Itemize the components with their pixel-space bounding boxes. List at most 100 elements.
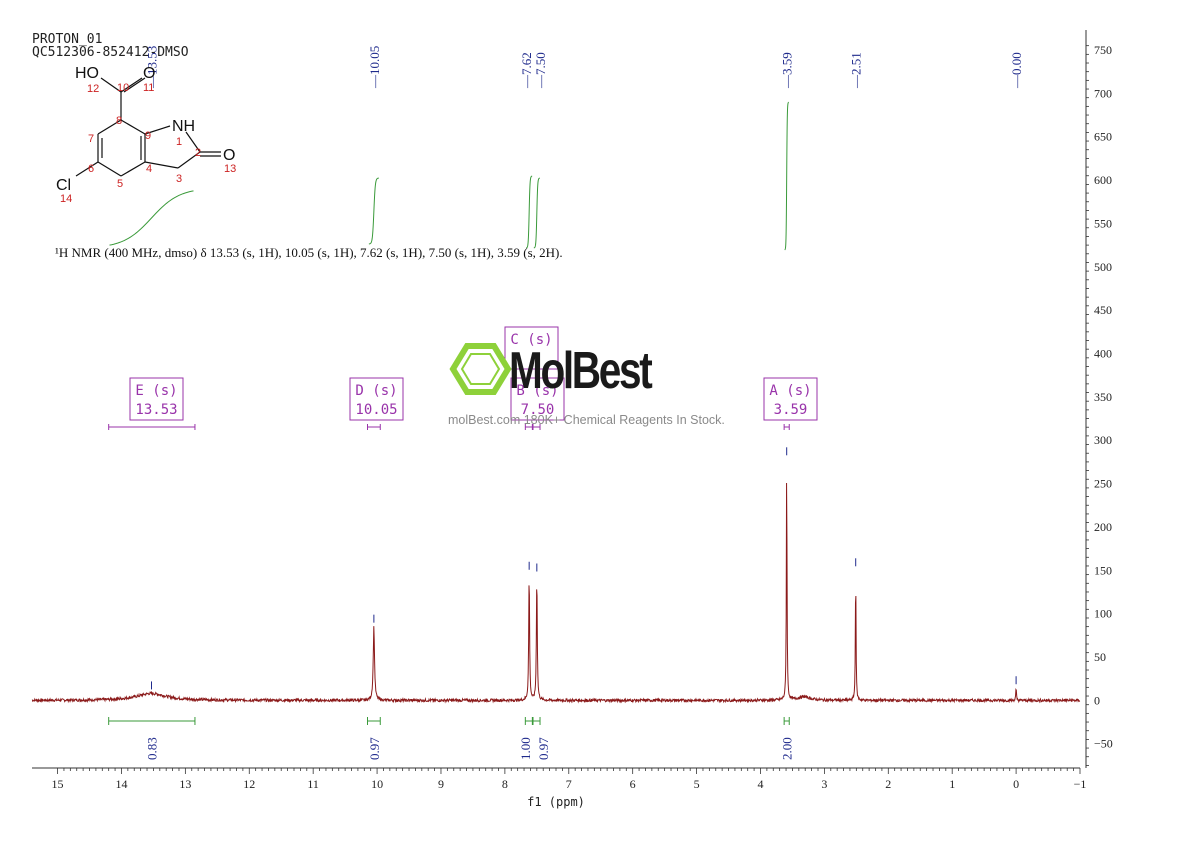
atom-number: 11 [143,82,154,94]
atom-number: 5 [117,178,123,190]
y-tick-label: 600 [1094,173,1112,187]
multiplet-letter: E (s) [135,383,177,399]
x-tick-label: 8 [502,777,508,791]
x-tick-label: 6 [630,777,636,791]
integral-value: 0.97 [367,737,382,760]
y-axis: −50 0 50 100 150 200 250 300 350 400 450 500 550 600 6… [1085,30,1113,768]
atom-o-lactam: O [223,147,235,164]
integral-value: 0.97 [536,737,551,760]
y-tick-label: 650 [1094,130,1112,144]
atom-nh: NH [172,118,195,135]
integral-value: 1.00 [518,737,533,760]
x-tick-label: 9 [438,777,444,791]
peak-labels: —13.53 —10.05 —7.62—7.50 —3.59 —2.51 —0.00 [144,46,1024,89]
y-tick-label: −50 [1094,737,1113,751]
sample-id: QC512306-852412-DMSO [32,45,189,60]
y-tick-label: 0 [1094,693,1100,707]
molecule-bonds [75,77,221,177]
multiplet-letter: B (s) [516,383,558,399]
multiplet-shift: 13.53 [135,402,177,418]
atom-number: 14 [60,193,72,205]
peak-label: —7.62 [519,52,534,89]
atom-number: 2 [195,147,201,159]
peak-label: —3.59 [780,52,795,89]
x-tick-label: −1 [1074,777,1087,791]
y-tick-label: 550 [1094,216,1112,230]
multiplet-shift: 3.59 [774,402,808,418]
atom-number: 6 [88,163,94,175]
x-tick-label: 7 [566,777,572,791]
y-tick-label: 300 [1094,433,1112,447]
integral-curve [368,177,379,245]
atom-o-carbonyl: O [143,65,155,82]
y-tick-label: 450 [1094,303,1112,317]
multiplet-letter: D (s) [355,383,397,399]
peak-label: —2.51 [849,52,864,89]
molecule-structure: HO O NH O Cl 12 10 11 7 8 9 1 2 13 6 4 3… [56,65,236,205]
integral-value: 2.00 [780,737,795,760]
peak-label: —0.00 [1009,52,1024,89]
y-tick-label: 750 [1094,43,1112,57]
peak-label: —10.05 [367,46,382,89]
atom-number: 3 [176,173,182,185]
x-tick-label: 2 [885,777,891,791]
atom-number: 13 [224,163,236,175]
integral-curve [526,175,533,249]
x-tick-label: 3 [821,777,827,791]
x-axis: 15 14 13 12 11 10 9 8 7 6 5 4 3 2 1 0 −1f1 (ppm) [32,767,1087,809]
atom-cl: Cl [56,177,71,194]
multiplet-box [129,377,184,421]
atom-number: 4 [146,163,152,175]
y-tick-label: 700 [1094,86,1112,100]
x-tick-label: 15 [52,777,64,791]
x-tick-label: 5 [694,777,700,791]
multiplet-boxes: E (s) 13.53 D (s) 10.05 C (s) B (s) 7.50 A (s) 3… [108,326,818,430]
watermark-brand: MolBest [509,342,653,400]
x-tick-label: 1 [949,777,955,791]
atom-number: 9 [145,130,151,142]
nmr-summary-text: ¹H NMR (400 MHz, dmso) δ 13.53 (s, 1H), … [55,245,563,260]
y-tick-label: 350 [1094,390,1112,404]
multiplet-box [763,377,818,421]
spectrum-trace [31,483,1081,704]
y-tick-label: 250 [1094,477,1112,491]
y-tick-label: 200 [1094,520,1112,534]
x-tick-label: 4 [757,777,763,791]
y-tick-label: 400 [1094,347,1112,361]
integral-labels: 0.83 0.97 1.00 0.97 2.00 [108,717,795,760]
molbest-logo-icon [449,343,512,395]
plot-area [31,447,1081,704]
experiment-name: PROTON_01 [32,32,103,47]
atom-number: 1 [176,136,182,148]
multiplet-letter: A (s) [769,383,811,399]
multiplet-box [510,377,565,421]
atom-number: 10 [117,82,129,94]
x-tick-label: 11 [307,777,319,791]
peak-label: —7.50 [533,52,548,89]
watermark-tagline: molBest.com 180K+ Chemical Reagents In S… [448,413,725,427]
multiplet-box [349,377,404,421]
multiplet-shift: 10.05 [355,402,397,418]
y-tick-label: 50 [1094,650,1106,664]
x-axis-label: f1 (ppm) [527,795,585,809]
atom-ho: HO [75,65,99,82]
x-tick-label: 0 [1013,777,1019,791]
integral-curve [109,190,194,246]
atom-number: 12 [87,83,99,95]
multiplet-box [504,326,559,370]
multiplet-shift: 7.50 [521,402,555,418]
x-tick-label: 10 [371,777,383,791]
integral-curve [533,177,540,249]
multiplet-letter: C (s) [510,332,552,348]
integral-curves [109,101,789,251]
integral-value: 0.83 [144,737,159,760]
y-tick-label: 100 [1094,607,1112,621]
x-tick-label: 12 [243,777,255,791]
x-tick-label: 13 [179,777,191,791]
atom-number: 7 [88,133,94,145]
y-tick-label: 150 [1094,563,1112,577]
atom-number: 8 [116,115,122,127]
x-tick-label: 14 [115,777,127,791]
peak-label: —13.53 [144,46,159,89]
